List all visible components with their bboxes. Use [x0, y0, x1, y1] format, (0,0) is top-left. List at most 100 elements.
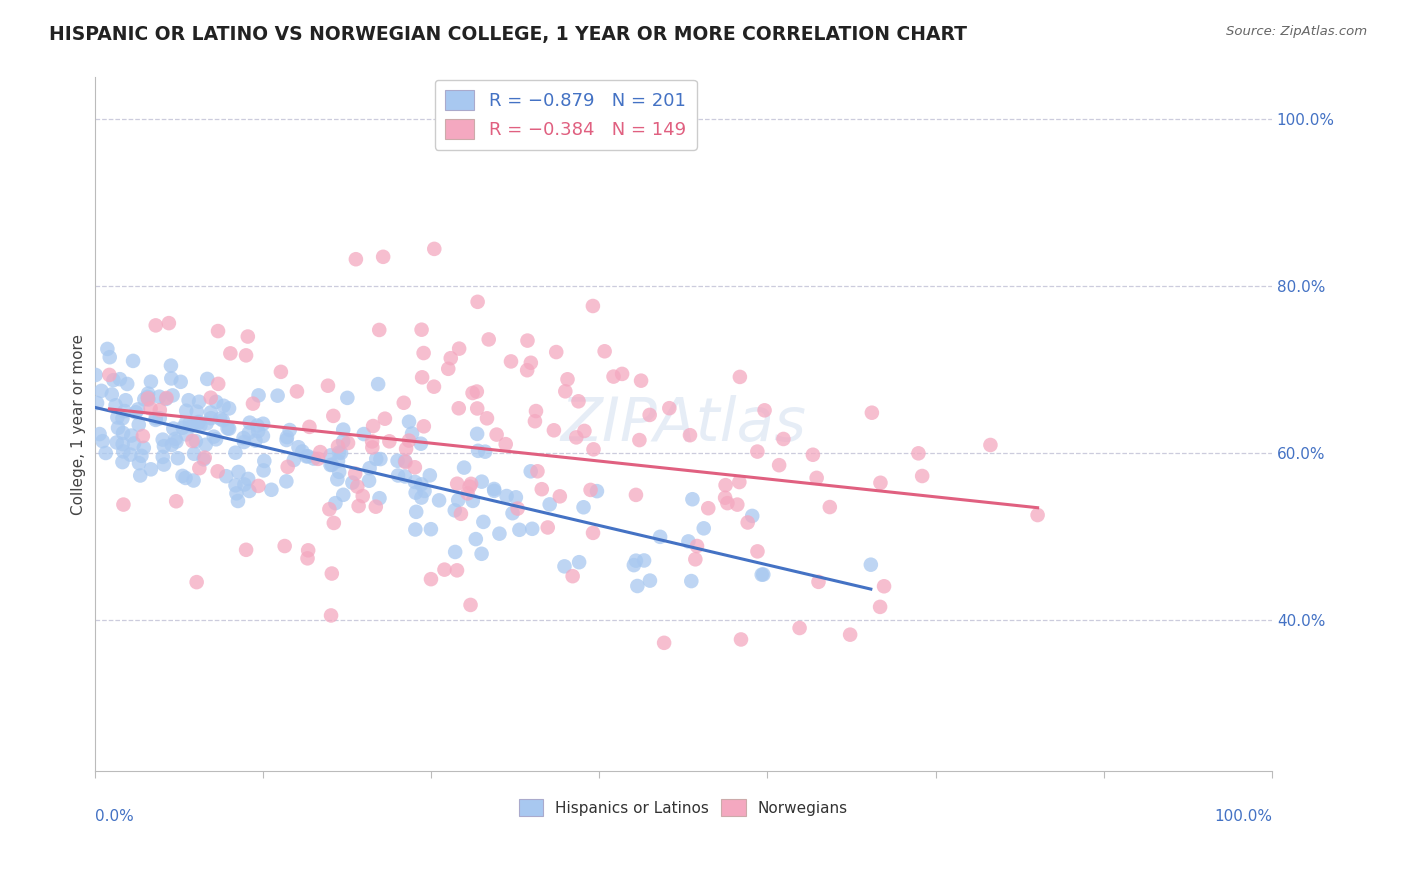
Point	[716, 496, 738, 510]
Point	[186, 575, 208, 590]
Point	[278, 423, 301, 437]
Point	[195, 417, 218, 431]
Point	[235, 542, 257, 557]
Point	[174, 403, 197, 417]
Point	[638, 408, 661, 422]
Point	[115, 376, 138, 391]
Point	[1026, 508, 1049, 522]
Point	[195, 372, 218, 386]
Point	[633, 553, 655, 567]
Point	[568, 555, 591, 569]
Point	[495, 489, 517, 503]
Point	[411, 323, 433, 337]
Point	[714, 478, 737, 492]
Point	[194, 450, 217, 465]
Point	[516, 334, 538, 348]
Point	[132, 441, 155, 455]
Point	[260, 483, 283, 497]
Point	[523, 414, 546, 428]
Text: 100.0%: 100.0%	[1213, 809, 1272, 824]
Point	[839, 628, 862, 642]
Point	[423, 379, 446, 393]
Point	[139, 462, 162, 476]
Point	[405, 485, 427, 500]
Point	[538, 497, 561, 511]
Point	[319, 448, 342, 462]
Point	[686, 539, 709, 553]
Point	[285, 384, 308, 399]
Point	[367, 377, 389, 392]
Point	[276, 433, 298, 447]
Point	[103, 373, 125, 387]
Point	[586, 484, 609, 499]
Point	[209, 411, 232, 425]
Point	[681, 492, 703, 507]
Point	[873, 579, 896, 593]
Point	[149, 411, 172, 425]
Point	[136, 390, 159, 404]
Point	[105, 435, 128, 450]
Point	[332, 434, 354, 449]
Point	[266, 389, 288, 403]
Point	[652, 636, 675, 650]
Point	[869, 599, 891, 614]
Point	[162, 388, 184, 402]
Point	[205, 394, 228, 409]
Point	[658, 401, 681, 416]
Point	[84, 368, 107, 382]
Point	[160, 371, 183, 385]
Point	[471, 547, 494, 561]
Point	[737, 516, 759, 530]
Point	[166, 451, 188, 466]
Point	[747, 544, 769, 558]
Point	[207, 324, 229, 338]
Point	[104, 398, 127, 412]
Point	[357, 474, 380, 488]
Point	[361, 441, 384, 455]
Point	[413, 483, 436, 498]
Point	[129, 468, 152, 483]
Point	[537, 520, 560, 534]
Point	[860, 406, 883, 420]
Point	[238, 483, 260, 498]
Point	[624, 554, 647, 568]
Point	[96, 342, 118, 356]
Point	[628, 433, 651, 447]
Point	[404, 523, 426, 537]
Point	[728, 475, 751, 489]
Point	[461, 386, 484, 401]
Point	[247, 424, 270, 438]
Point	[149, 403, 172, 417]
Point	[411, 491, 433, 505]
Point	[136, 386, 159, 401]
Point	[419, 468, 441, 483]
Point	[433, 563, 456, 577]
Point	[458, 480, 481, 494]
Point	[446, 476, 468, 491]
Legend: Hispanics or Latinos, Norwegians: Hispanics or Latinos, Norwegians	[512, 793, 855, 822]
Point	[679, 428, 702, 442]
Point	[139, 401, 162, 416]
Point	[307, 451, 329, 466]
Point	[461, 494, 484, 508]
Point	[107, 421, 129, 435]
Point	[190, 418, 212, 433]
Y-axis label: College, 1 year or more: College, 1 year or more	[72, 334, 86, 515]
Point	[157, 316, 180, 330]
Point	[165, 432, 187, 446]
Point	[132, 429, 155, 443]
Point	[108, 372, 131, 386]
Point	[273, 539, 295, 553]
Point	[728, 370, 751, 384]
Point	[207, 464, 229, 478]
Point	[187, 415, 209, 429]
Point	[122, 436, 145, 450]
Point	[200, 411, 222, 425]
Point	[447, 493, 470, 508]
Point	[319, 458, 342, 472]
Point	[624, 488, 647, 502]
Point	[449, 342, 471, 356]
Point	[181, 434, 204, 448]
Point	[648, 530, 671, 544]
Point	[519, 464, 541, 478]
